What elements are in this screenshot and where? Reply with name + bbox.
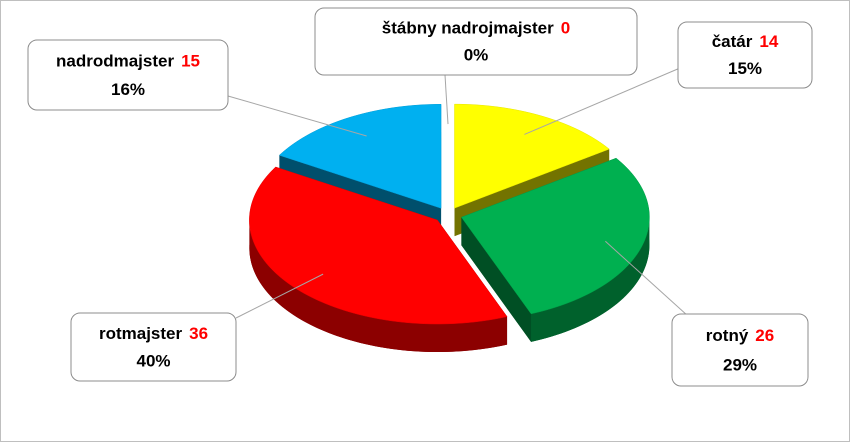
slice-face [461,217,532,342]
label-box [27,39,229,111]
value-label: 15 [181,52,200,71]
label-box [314,7,638,76]
label-box [671,313,809,387]
category-name: štábny nadrojmajster [382,19,554,38]
slice [249,166,508,353]
slice [461,157,650,342]
label-name: štábny nadrojmajster 0 [382,19,570,38]
percent-label: 29% [723,355,757,374]
value-label: 36 [189,324,208,343]
percent-label: 15% [728,59,762,78]
category-name: rotný [706,327,749,346]
label-name: rotmajster 36 [99,324,208,343]
slice-top [249,166,508,325]
pie [249,103,650,353]
label-box [677,21,813,89]
slice-side [531,217,650,342]
labels: štábny nadrojmajster 0 0% čatár 14 15% rotný 26… [27,7,813,387]
label-name: nadrodmajster 15 [56,52,200,71]
slice-top [454,103,610,209]
category-name: nadrodmajster [56,52,174,71]
leader-line [524,67,681,135]
category-name: čatár [712,33,753,52]
value-label: 0 [561,19,570,38]
leader-line [235,273,324,319]
label-name: rotný 26 [706,327,774,346]
leader-line [227,95,367,137]
slice-side [249,220,508,353]
label-name: čatár 14 [712,33,779,52]
leader-line [444,74,449,125]
slice-top [278,104,442,209]
percent-label: 16% [111,80,145,99]
category-name: rotmajster [99,324,183,343]
label-box [70,312,237,382]
value-label: 26 [755,327,774,346]
slice-top [461,157,650,315]
percent-label: 0% [464,46,489,65]
percent-label: 40% [136,351,170,370]
value-label: 14 [759,33,778,52]
leader-line [605,240,689,317]
